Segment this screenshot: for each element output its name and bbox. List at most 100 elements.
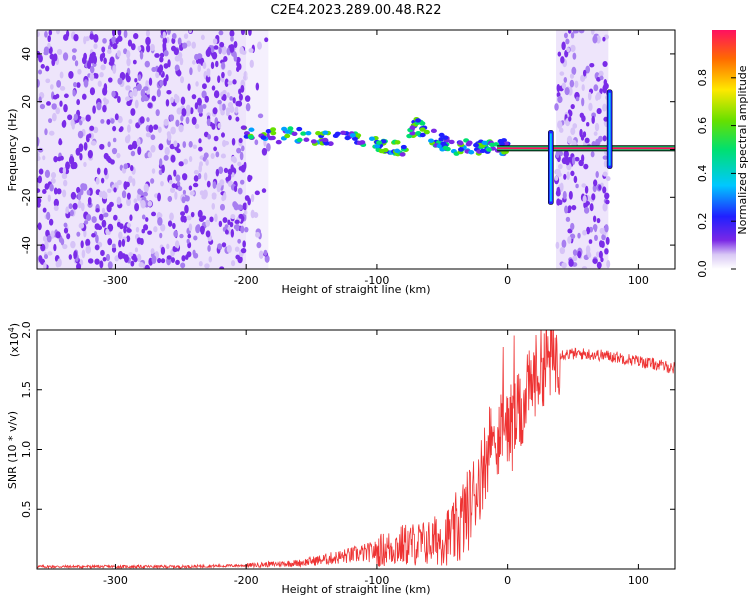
noise-speckle bbox=[47, 194, 51, 202]
noise-speckle bbox=[111, 30, 116, 37]
noise-speckle bbox=[145, 30, 150, 37]
noise-speckle bbox=[157, 217, 163, 226]
noise-speckle bbox=[99, 143, 105, 150]
noise-speckle bbox=[229, 96, 233, 101]
noise-speckle bbox=[179, 57, 184, 66]
noise-speckle bbox=[173, 47, 179, 56]
noise-speckle bbox=[107, 223, 114, 232]
noise-speckle bbox=[44, 30, 48, 38]
noise-speckle bbox=[134, 78, 138, 83]
noise-speckle bbox=[127, 39, 133, 47]
heatmap-marks bbox=[37, 30, 675, 269]
noise-speckle bbox=[85, 238, 91, 247]
noise-speckle bbox=[202, 103, 207, 109]
noise-speckle bbox=[237, 161, 242, 167]
noise-speckle bbox=[602, 186, 607, 194]
noise-speckle bbox=[43, 254, 49, 260]
noise-speckle bbox=[81, 93, 87, 100]
noise-speckle bbox=[73, 81, 77, 88]
noise-speckle bbox=[604, 192, 610, 200]
noise-speckle bbox=[67, 114, 73, 121]
noise-speckle bbox=[581, 84, 585, 91]
noise-speckle bbox=[239, 151, 244, 161]
noise-speckle bbox=[582, 195, 587, 204]
noise-speckle bbox=[194, 53, 199, 61]
top-x-ticks: -300 -200 -100 0 100 bbox=[103, 30, 649, 287]
noise-speckle bbox=[37, 78, 40, 88]
x-tick-label: -100 bbox=[364, 274, 389, 287]
noise-speckle bbox=[51, 103, 57, 110]
carrier-line bbox=[497, 145, 675, 152]
top-x-axis-label: Height of straight line (km) bbox=[281, 283, 430, 296]
noise-speckle bbox=[557, 163, 563, 170]
noise-speckle bbox=[188, 141, 193, 148]
spike-core bbox=[608, 92, 611, 166]
noise-speckle bbox=[233, 185, 238, 193]
noise-speckle bbox=[598, 184, 602, 191]
colorbar: 0.0 0.2 0.4 0.6 0.8 Normalized spectral ampl… bbox=[696, 30, 749, 278]
noise-speckle bbox=[53, 205, 59, 211]
noise-speckle bbox=[215, 60, 219, 68]
y-tick-label: 20 bbox=[20, 95, 33, 109]
noise-speckle bbox=[116, 179, 122, 186]
x-tick-label: 100 bbox=[628, 574, 649, 587]
noise-speckle bbox=[183, 158, 189, 165]
noise-speckle bbox=[147, 102, 153, 109]
noise-speckle bbox=[589, 63, 595, 68]
signal-mark bbox=[349, 133, 356, 138]
noise-speckle bbox=[89, 73, 95, 82]
noise-speckle bbox=[53, 53, 58, 62]
noise-speckle bbox=[577, 250, 582, 259]
noise-speckle bbox=[585, 65, 591, 74]
noise-speckle bbox=[563, 32, 568, 39]
noise-speckle bbox=[197, 209, 203, 218]
signal-mark bbox=[305, 130, 312, 136]
noise-speckle bbox=[172, 222, 176, 230]
noise-speckle bbox=[74, 60, 79, 67]
noise-speckle bbox=[77, 200, 82, 209]
noise-speckle bbox=[254, 190, 260, 196]
signal-mark bbox=[287, 126, 294, 131]
noise-speckle bbox=[204, 263, 210, 269]
noise-speckle bbox=[160, 223, 166, 232]
signal-mark bbox=[419, 121, 426, 126]
noise-speckle bbox=[111, 90, 116, 98]
noise-speckle bbox=[193, 169, 199, 175]
noise-speckle bbox=[48, 118, 53, 124]
noise-speckle bbox=[210, 45, 215, 54]
signal-mark bbox=[265, 128, 272, 134]
signal-mark bbox=[497, 139, 504, 144]
noise-speckle bbox=[111, 36, 117, 44]
noise-speckle bbox=[89, 65, 95, 74]
signal-mark bbox=[344, 135, 351, 141]
noise-speckle bbox=[199, 190, 205, 196]
noise-speckle bbox=[556, 172, 562, 177]
noise-speckle bbox=[103, 97, 107, 103]
noise-speckle bbox=[206, 69, 211, 78]
noise-speckle bbox=[603, 160, 608, 168]
noise-speckle bbox=[584, 185, 589, 194]
noise-speckle bbox=[238, 137, 243, 144]
noise-speckle bbox=[132, 59, 137, 65]
noise-speckle bbox=[167, 196, 173, 202]
noise-speckle bbox=[205, 159, 209, 166]
noise-speckle bbox=[112, 137, 117, 143]
noise-speckle bbox=[602, 103, 607, 112]
noise-speckle bbox=[570, 44, 576, 53]
noise-speckle bbox=[157, 192, 161, 202]
noise-speckle bbox=[195, 81, 199, 87]
noise-speckle bbox=[169, 212, 174, 221]
noise-speckle bbox=[180, 115, 184, 122]
noise-speckle bbox=[68, 71, 74, 79]
noise-speckle bbox=[37, 222, 42, 231]
noise-speckle bbox=[95, 234, 99, 244]
noise-speckle bbox=[81, 249, 86, 259]
noise-speckle bbox=[94, 73, 99, 79]
noise-speckle bbox=[570, 170, 575, 177]
noise-speckle bbox=[102, 104, 107, 113]
noise-speckle bbox=[170, 154, 176, 163]
noise-speckle bbox=[581, 183, 587, 188]
noise-speckle bbox=[205, 230, 211, 238]
noise-speckle bbox=[222, 93, 227, 102]
noise-speckle bbox=[112, 243, 116, 249]
